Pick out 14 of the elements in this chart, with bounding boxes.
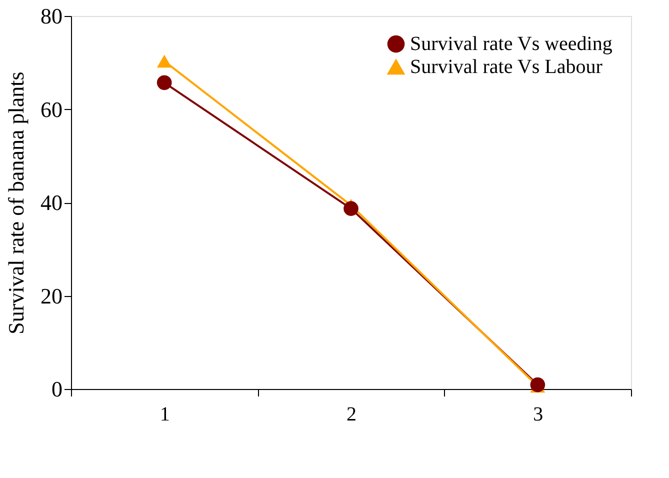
x-tick-label: 1: [160, 404, 170, 426]
y-tick-label: 0: [52, 376, 62, 402]
y-tick-label: 40: [40, 190, 62, 215]
y-axis-title: Survival rate of banana plants: [4, 72, 28, 334]
legend-label: Survival rate Vs Labour: [410, 56, 603, 78]
point: [156, 75, 172, 90]
y-tick-label: 20: [40, 283, 62, 308]
x-tick-label: 3: [533, 404, 544, 426]
y-tick-label: 60: [40, 96, 62, 122]
y-tick-label: 80: [40, 4, 62, 28]
legend-label: Survival rate Vs weeding: [410, 33, 612, 55]
point: [344, 201, 358, 216]
x-tick-label: 2: [346, 404, 356, 426]
point: [156, 54, 172, 68]
